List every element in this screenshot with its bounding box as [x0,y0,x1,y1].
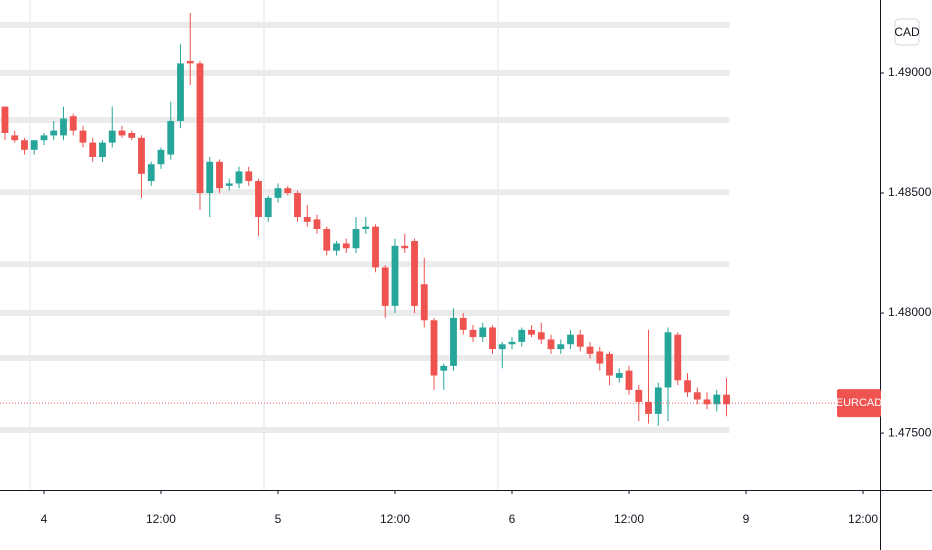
candle-body [469,329,477,338]
candle-body [547,339,555,350]
candle-body [323,229,331,251]
candle-body [430,320,438,376]
candle-body [684,380,691,393]
candle-body [11,135,19,141]
candle-body [274,188,282,198]
symbol-label: EURCAD [836,397,883,409]
candle-body [167,120,175,155]
candle-body [508,341,516,345]
currency-box[interactable] [894,18,920,46]
candle-body [118,130,126,136]
candle-body [693,392,701,400]
candle-body [50,130,58,136]
candle-body [372,226,379,268]
candle-body [518,329,526,342]
candle-body [450,317,457,366]
candle-body [459,317,467,330]
candle-body [60,118,67,136]
candle-body [245,171,253,182]
candle-body [235,171,243,184]
candle-body [440,365,448,371]
candle-body [557,344,565,350]
candle-body [362,226,370,230]
candle-body [625,370,633,390]
x-tick-label: 12:00 [848,512,878,526]
candle-body [411,241,418,306]
candle-body [342,243,350,249]
candle-body [147,164,155,182]
candle-body [537,332,545,340]
y-tick-label: 1.49000 [888,65,932,79]
candle-body [255,181,262,218]
candle-body [654,387,662,414]
candle-body [216,161,223,189]
candle-body [352,229,360,249]
x-tick-label: 12:00 [146,512,176,526]
candle-body [264,197,272,218]
candle-body [479,327,487,338]
x-tick-label: 4 [41,512,48,526]
candle-body [294,193,301,218]
candle-body [674,334,682,381]
candle-body [586,346,594,354]
candle-body [567,334,574,345]
candle-body [391,245,399,306]
candle-body [284,188,292,194]
candle-body [40,135,48,141]
x-tick-label: 5 [275,512,282,526]
candle-body [615,373,623,378]
candle-body [138,137,145,174]
candle-body [225,183,233,186]
candle-body [401,245,409,249]
candle-body [157,149,165,165]
y-tick-label: 1.48500 [888,185,932,199]
candle-body [196,63,204,194]
candle-body [21,140,28,150]
candle-body [489,327,496,350]
symbol-badge [837,389,881,418]
candle-body [664,332,672,388]
candle-body [635,389,643,402]
candle-body [186,60,194,64]
candle-body [108,130,116,143]
candle-body [79,130,87,143]
x-tick-label: 12:00 [614,512,644,526]
candle-body [177,63,184,121]
candle-body [645,401,652,414]
candle-body [381,267,389,306]
candle-body [576,334,584,347]
candles [0,12,880,426]
x-tick-label: 9 [743,512,750,526]
candle-body [420,284,428,321]
candle-body [606,353,613,376]
candle-body [30,140,38,150]
candle-body [1,106,9,134]
candle-body [723,394,730,405]
y-tick-label: 1.47500 [888,425,932,439]
candle-body [713,394,721,405]
candle-body [596,351,604,364]
candle-body [89,142,97,158]
x-tick-label: 6 [509,512,516,526]
axes: 1.49000 1.48500 1.48000 1.47500 4 12:00 5 12:00… [41,65,932,526]
candle-body [313,219,321,230]
y-tick-label: 1.48000 [888,305,932,319]
candle-body [498,344,506,350]
candle-body [128,133,136,138]
currency-label[interactable]: CAD [894,25,920,39]
levels [0,21,730,433]
candle-body [69,116,77,131]
candle-body [303,217,311,222]
candle-body [333,243,340,251]
candle-body [99,142,106,158]
candle-body [703,399,711,405]
candle-body [528,329,535,335]
candle-body [206,161,214,194]
x-tick-label: 12:00 [380,512,410,526]
